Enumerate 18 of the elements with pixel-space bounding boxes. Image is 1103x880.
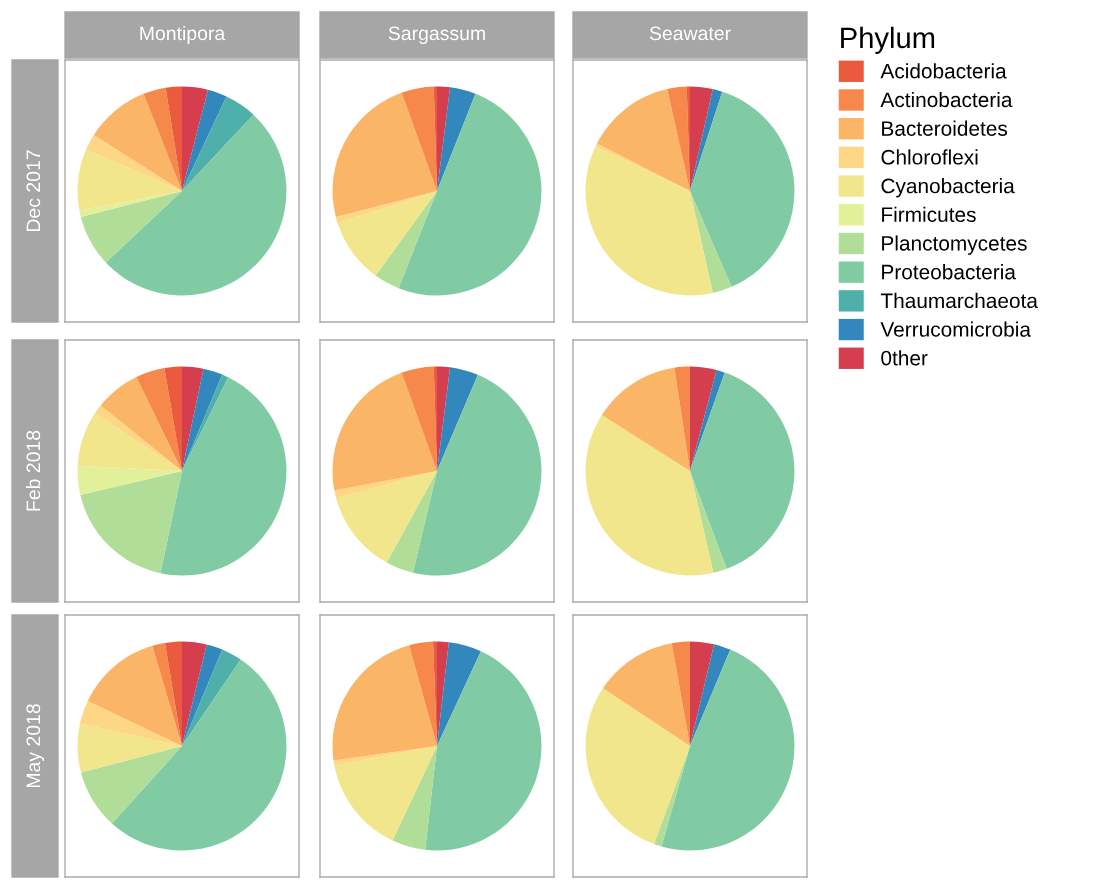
legend-label: Cyanobacteria (881, 178, 1015, 198)
legend-label: Chloroflexi (881, 149, 978, 165)
legend-title: Phylum (841, 26, 935, 54)
chart-title: Seawater (649, 26, 731, 41)
text: May 2018 (26, 704, 45, 788)
chart-title: Montipora (140, 25, 226, 45)
legend-label: Bacteroidetes (882, 120, 1008, 136)
text: Feb 2018 (25, 430, 41, 511)
legend-label: Firmicutes (882, 206, 976, 223)
legend-label: Proteobacteria (882, 264, 1016, 280)
legend-label: Verrucomicrobia (880, 321, 1031, 337)
legend-label: 0ther (881, 350, 928, 366)
text: Dec 2017 (26, 150, 41, 232)
chart-title: Sargassum (388, 26, 485, 45)
legend-label: Actinobacteria (880, 91, 1013, 108)
legend-label: Thaumarchaeota (880, 292, 1038, 309)
legend-label: Acidobacteria (880, 63, 1007, 79)
legend-label: Planctomycetes (882, 235, 1027, 255)
